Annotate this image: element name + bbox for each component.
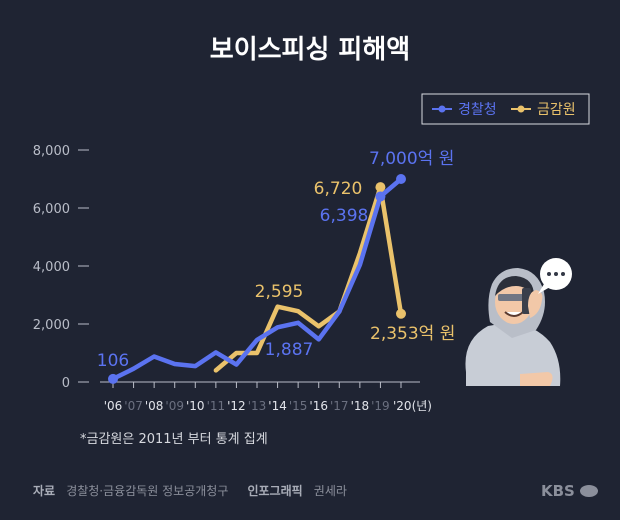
y-tick-label-0: 0 <box>62 376 70 391</box>
footer-source-text: 경찰청·금융감독원 정보공개청구 <box>66 484 228 498</box>
annotations: 106 1,887 6,398 7,000억 원 2,595 6,720 2,3… <box>97 149 456 371</box>
footer-source: 자료 경찰청·금융감독원 정보공개청구 인포그래픽 권세라 <box>33 480 347 499</box>
x-tick-label-3: '09 <box>165 399 184 413</box>
annotation-fss-2014: 2,595 <box>255 282 304 302</box>
phone-caller-illustration <box>465 258 572 386</box>
x-tick-label-12: '18 <box>351 399 370 413</box>
x-tick-label-14: '20(년) <box>393 399 432 413</box>
series-layer <box>108 174 406 384</box>
annotation-police-2006: 106 <box>97 351 129 371</box>
hand <box>528 290 543 318</box>
x-tick-label-7: '13 <box>248 399 267 413</box>
series-line-police <box>110 176 404 382</box>
kbs-logo-text: KBS <box>541 482 575 500</box>
x-tick-label-1: '07 <box>124 399 143 413</box>
series-point-police-2020 <box>396 174 406 184</box>
mouth <box>504 311 524 317</box>
page-title: 보이스피싱 피해액 <box>210 35 410 65</box>
x-tick-label-2: '08 <box>145 399 164 413</box>
y-tick-label-1: 2,000 <box>33 318 70 333</box>
x-axis: '06'07'08'09'10'11'12'13'14'15'16'17'18 '… <box>104 382 432 413</box>
x-tick-label-4: '10 <box>186 399 205 413</box>
annotation-police-2019: 6,398 <box>320 206 369 226</box>
legend-fss-label: 금감원 <box>537 102 576 118</box>
y-tick-label-2: 4,000 <box>33 260 70 275</box>
annotation-fss-2020: 2,353억 원 <box>370 324 455 344</box>
x-tick-label-5: '11 <box>207 399 226 413</box>
footnote: *금감원은 2011년 부터 통계 집계 <box>80 432 268 447</box>
arm <box>520 372 553 386</box>
x-tick-label-0: '06 <box>104 399 123 413</box>
footer-graphic-label: 인포그래픽 <box>247 483 302 498</box>
x-tick-label-11: '17 <box>330 399 349 413</box>
legend-police-label: 경찰청 <box>458 102 497 118</box>
series-point-police-2019 <box>375 191 386 202</box>
y-tick-label-4: 8,000 <box>33 144 70 159</box>
x-tick-label-13: '19 <box>371 399 390 413</box>
hoodie-body <box>465 322 561 386</box>
x-tick-label-8: '14 <box>268 399 287 413</box>
legend: 경찰청 금감원 <box>421 93 590 125</box>
annotation-police-2014: 1,887 <box>265 340 314 360</box>
series-point-fss-2020 <box>396 308 406 319</box>
footer-source-label: 자료 <box>33 483 55 498</box>
annotation-police-2020: 7,000억 원 <box>369 149 454 169</box>
legend-frame <box>421 93 590 125</box>
series-point-police-2006 <box>108 373 118 384</box>
legend-police-marker <box>438 105 446 113</box>
eye-bar <box>498 294 528 301</box>
x-tick-label-6: '12 <box>227 399 246 413</box>
hair <box>495 276 534 296</box>
x-tick-label-9: '15 <box>289 399 308 413</box>
y-tick-label-3: 6,000 <box>33 202 70 217</box>
footer-graphic-text: 권세라 <box>314 484 347 498</box>
kbs-logo-mark <box>580 485 598 497</box>
kbs-logo: KBS <box>541 482 598 500</box>
y-axis: 0 2,000 4,000 6,000 8,000 <box>33 144 89 391</box>
series-point-fss-2019 <box>375 182 386 193</box>
speech-bubble-icon <box>538 258 572 294</box>
legend-fss-marker <box>517 105 525 113</box>
annotation-fss-2019: 6,720 <box>314 179 363 199</box>
x-tick-label-10: '16 <box>309 399 328 413</box>
